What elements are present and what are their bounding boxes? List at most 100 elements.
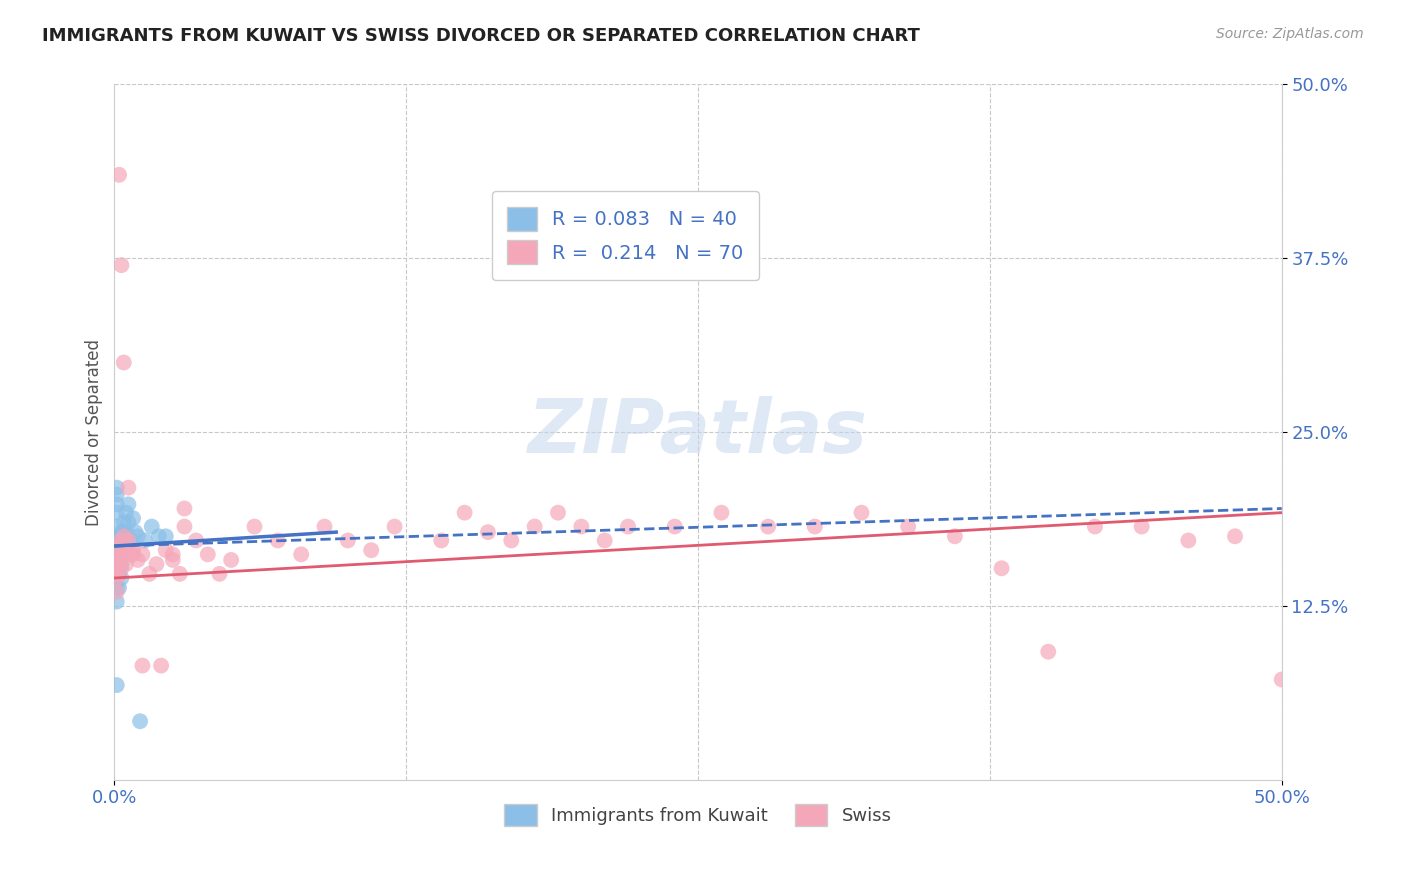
Point: [664, 519, 686, 533]
Point: [1130, 519, 1153, 533]
Point: [756, 519, 779, 533]
Point: [105, 547, 128, 561]
Point: [103, 553, 125, 567]
Point: [120, 533, 142, 548]
Point: [103, 550, 125, 565]
Point: [112, 525, 135, 540]
Point: [148, 529, 170, 543]
Point: [336, 533, 359, 548]
Point: [110, 547, 132, 561]
Point: [112, 355, 135, 369]
Point: [851, 506, 873, 520]
Point: [108, 168, 131, 182]
Point: [219, 553, 242, 567]
Point: [105, 571, 128, 585]
Point: [523, 519, 546, 533]
Point: [384, 519, 406, 533]
Point: [103, 566, 125, 581]
Point: [127, 553, 149, 567]
Legend: Immigrants from Kuwait, Swiss: Immigrants from Kuwait, Swiss: [496, 797, 900, 833]
Point: [117, 497, 139, 511]
Point: [105, 581, 128, 595]
Point: [360, 543, 382, 558]
Point: [197, 547, 219, 561]
Point: [1177, 533, 1199, 548]
Point: [117, 516, 139, 530]
Point: [115, 557, 138, 571]
Point: [173, 501, 195, 516]
Point: [243, 519, 266, 533]
Point: [105, 566, 128, 581]
Point: [617, 519, 640, 533]
Point: [120, 547, 142, 561]
Point: [453, 506, 475, 520]
Point: [169, 566, 191, 581]
Point: [105, 506, 128, 520]
Point: [110, 547, 132, 561]
Point: [138, 566, 160, 581]
Point: [131, 658, 153, 673]
Point: [115, 525, 138, 540]
Point: [430, 533, 453, 548]
Point: [314, 519, 336, 533]
Point: [122, 547, 145, 561]
Point: [593, 533, 616, 548]
Point: [162, 547, 184, 561]
Point: [290, 547, 312, 561]
Point: [547, 506, 569, 520]
Point: [127, 529, 149, 543]
Point: [1084, 519, 1107, 533]
Point: [267, 533, 290, 548]
Point: [1038, 645, 1060, 659]
Point: [150, 658, 173, 673]
Point: [117, 533, 139, 548]
Point: [155, 543, 177, 558]
Point: [110, 536, 132, 550]
Point: [141, 519, 163, 533]
Point: [112, 516, 135, 530]
Point: [943, 529, 966, 543]
Point: [569, 519, 592, 533]
Point: [117, 481, 139, 495]
Point: [184, 533, 207, 548]
Point: [108, 553, 131, 567]
Point: [108, 529, 131, 543]
Point: [105, 543, 128, 558]
Point: [897, 519, 920, 533]
Point: [110, 561, 132, 575]
Point: [105, 487, 128, 501]
Point: [105, 678, 128, 692]
Point: [108, 581, 131, 595]
Point: [145, 557, 167, 571]
Point: [110, 525, 132, 540]
Point: [108, 539, 131, 553]
Point: [122, 543, 145, 558]
Point: [108, 566, 131, 581]
Point: [105, 519, 128, 533]
Point: [105, 594, 128, 608]
Point: [155, 529, 177, 543]
Text: Source: ZipAtlas.com: Source: ZipAtlas.com: [1216, 27, 1364, 41]
Point: [110, 557, 132, 571]
Y-axis label: Divorced or Separated: Divorced or Separated: [86, 339, 103, 525]
Point: [208, 566, 231, 581]
Point: [804, 519, 827, 533]
Point: [129, 714, 152, 729]
Point: [105, 585, 128, 599]
Point: [110, 571, 132, 585]
Point: [134, 533, 156, 548]
Point: [122, 511, 145, 525]
Point: [105, 481, 128, 495]
Point: [477, 525, 499, 540]
Point: [131, 547, 153, 561]
Point: [103, 571, 125, 585]
Point: [112, 543, 135, 558]
Text: IMMIGRANTS FROM KUWAIT VS SWISS DIVORCED OR SEPARATED CORRELATION CHART: IMMIGRANTS FROM KUWAIT VS SWISS DIVORCED…: [42, 27, 920, 45]
Point: [124, 525, 146, 540]
Point: [108, 566, 131, 581]
Point: [710, 506, 733, 520]
Point: [1223, 529, 1246, 543]
Point: [108, 553, 131, 567]
Text: ZIPatlas: ZIPatlas: [529, 395, 868, 468]
Point: [990, 561, 1012, 575]
